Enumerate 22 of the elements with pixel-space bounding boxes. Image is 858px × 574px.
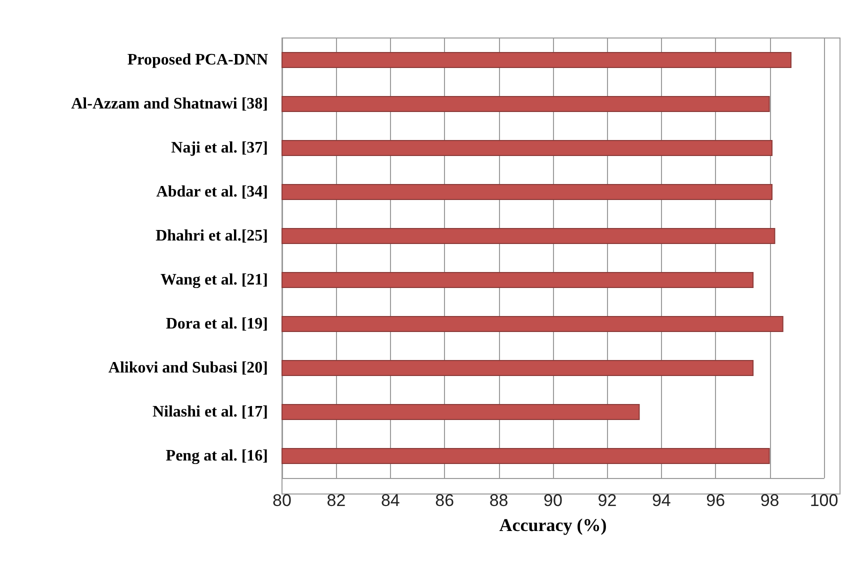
x-tick-label: 86: [435, 491, 454, 510]
y-tick-label: Nilashi et al. [17]: [152, 404, 268, 420]
y-tick-label: Dora et al. [19]: [166, 316, 268, 332]
y-tick-label: Alikovi and Subasi [20]: [108, 360, 268, 376]
x-tick-label: 90: [544, 491, 562, 510]
x-tick-label: 80: [272, 491, 292, 510]
x-tick-label: 98: [760, 491, 780, 510]
x-tick-label: 94: [652, 491, 671, 510]
y-tick-label: Wang et al. [21]: [160, 272, 268, 288]
y-tick-label: Peng at al. [16]: [166, 448, 268, 464]
y-tick-label: Al-Azzam and Shatnawi [38]: [71, 96, 268, 112]
x-tick-label: 92: [598, 491, 617, 510]
x-tick-label: 96: [706, 491, 726, 510]
y-tick-label: Naji et al. [37]: [171, 140, 268, 156]
x-tick-label: 100: [810, 491, 838, 510]
x-tick-label: 84: [380, 491, 400, 510]
x-tick-label: 88: [489, 491, 508, 510]
y-tick-label: Abdar et al. [34]: [156, 184, 268, 200]
x-axis-title: Accuracy (%): [499, 515, 607, 535]
y-tick-label: Proposed PCA-DNN: [127, 52, 268, 68]
x-tick-label: 82: [326, 491, 346, 510]
y-tick-label: Dhahri et al.[25]: [156, 228, 268, 244]
